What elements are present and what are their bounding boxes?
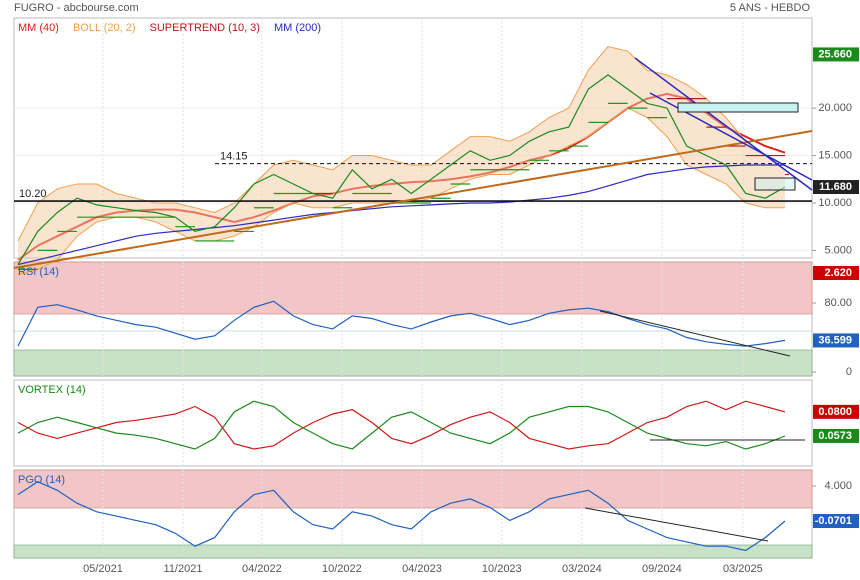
- plot: 05/2021 11/2021 04/2022 10/2022 04/2023 10/20…: [14, 18, 859, 575]
- period: 5 ANS - HEBDO: [730, 2, 811, 14]
- value-box: [813, 180, 859, 195]
- x-tick-label: 10/2022: [322, 563, 362, 575]
- x-tick-label: 03/2025: [723, 563, 763, 575]
- value-box: [813, 514, 859, 529]
- value-line: [17, 300, 786, 347]
- value-box: [813, 404, 859, 419]
- page-title: FUGRO - abcbourse.com: [14, 2, 139, 14]
- x-tick-label: 10/2023: [482, 563, 522, 575]
- series-line: [17, 400, 786, 450]
- value-box-label: 2.620: [824, 267, 852, 279]
- overbought-zone: [13, 469, 813, 509]
- panel-title: VORTEX (14): [18, 384, 86, 396]
- panels: [13, 17, 813, 559]
- trend-line: [13, 130, 813, 269]
- x-tick-label: 04/2022: [242, 563, 282, 575]
- value-box: [813, 428, 859, 443]
- value-box-label: 0.0800: [818, 406, 852, 418]
- zone-box: [677, 102, 799, 113]
- value-box-label: 25.660: [818, 48, 852, 60]
- value-box-label: 36.599: [818, 334, 852, 346]
- value-line: [17, 481, 786, 552]
- level-label: 10.20: [19, 188, 47, 200]
- oversold-zone: [13, 544, 813, 559]
- y-tick-label: 10.000: [818, 197, 852, 209]
- y-tick-label: 80.00: [824, 297, 852, 309]
- value-box-label: 0.0573: [818, 430, 852, 442]
- trend-line: [584, 507, 769, 542]
- legend-entry: SUPERTREND (10, 3): [150, 22, 260, 34]
- trend-line: [634, 57, 813, 191]
- x-tick-label: 04/2023: [402, 563, 442, 575]
- x-tick-label: 03/2024: [562, 563, 602, 575]
- value-box: [813, 47, 859, 62]
- x-tick-label: 09/2024: [642, 563, 682, 575]
- legend-entry: BOLL (20, 2): [73, 22, 136, 34]
- value-line: [17, 74, 786, 265]
- panel-title: PGO (14): [18, 474, 65, 486]
- series-line: [17, 400, 786, 450]
- value-box: [813, 333, 859, 348]
- legend-entry: MM (200): [274, 22, 321, 34]
- x-tick-label: 05/2021: [83, 563, 123, 575]
- y-tick-label: 4.000: [824, 480, 852, 492]
- value-box-label: 11.680: [819, 181, 852, 193]
- legend-entry: MM (40): [18, 22, 59, 34]
- trend-line: [599, 310, 791, 357]
- panel-title: RSI (14): [18, 266, 59, 278]
- band-area: [18, 46, 785, 275]
- y-tick-label: 15.000: [818, 149, 852, 161]
- y-tick-label: 5.000: [824, 244, 852, 256]
- trend-line: [649, 92, 813, 181]
- y-tick-label: 20.000: [818, 102, 852, 114]
- level-label: 14.15: [220, 151, 248, 163]
- oversold-zone: [13, 349, 813, 377]
- y-tick-label: 0: [846, 366, 852, 378]
- panel-vortex: [13, 379, 813, 467]
- value-box: [813, 265, 859, 280]
- overbought-zone: [13, 261, 813, 315]
- x-tick-label: 11/2021: [164, 563, 203, 575]
- series-line: [17, 164, 785, 266]
- value-box-label: -0.0701: [815, 515, 852, 527]
- zone-box: [754, 177, 796, 191]
- drawings: [13, 57, 813, 542]
